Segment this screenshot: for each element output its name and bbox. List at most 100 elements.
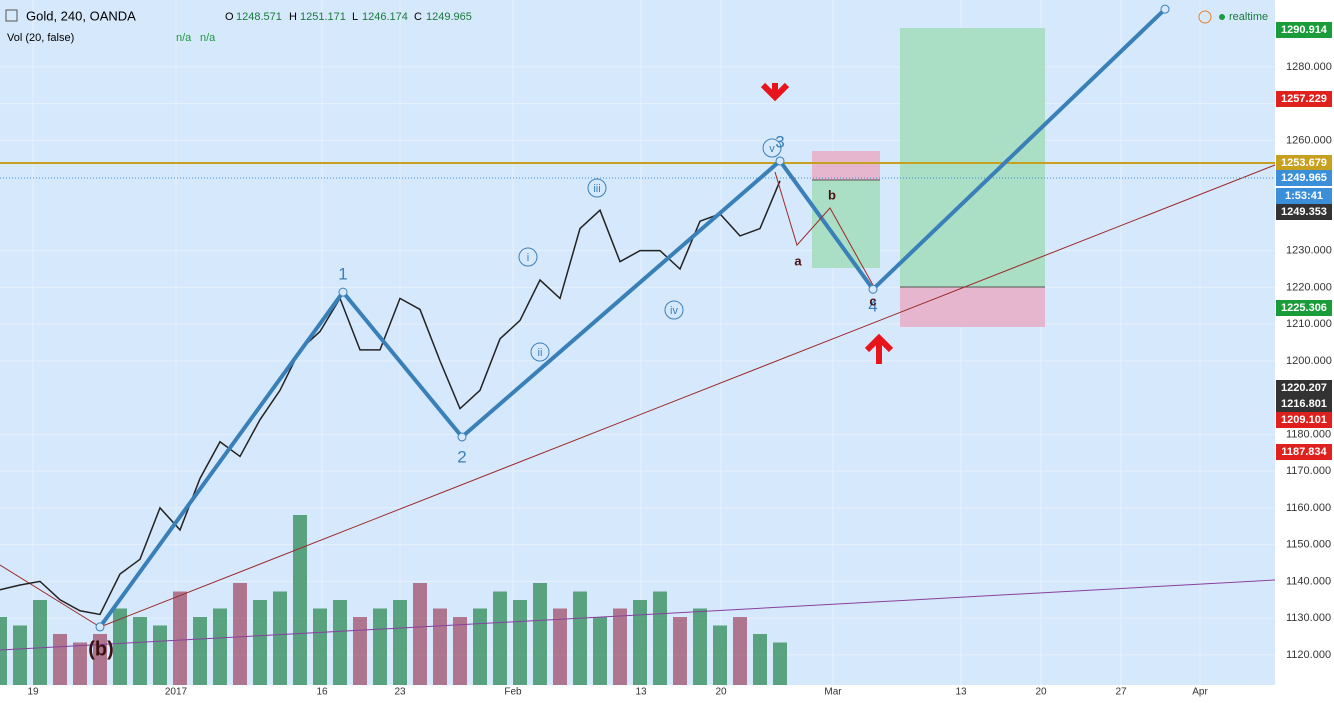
volume-bar xyxy=(293,515,307,685)
minor-wave-circle xyxy=(762,138,782,158)
price-badge-label: 1253.679 xyxy=(1281,157,1327,169)
volume-bar xyxy=(573,591,587,685)
volume-bar xyxy=(53,634,67,685)
wave-label: 3 xyxy=(775,132,784,151)
volume-bar xyxy=(553,608,567,685)
volume-bar xyxy=(493,591,507,685)
volume-bar xyxy=(473,608,487,685)
subwaves xyxy=(774,171,874,286)
volume-bar xyxy=(273,591,287,685)
time-axis xyxy=(0,685,1275,698)
vol-value: n/a xyxy=(176,32,192,44)
price-badge xyxy=(1276,155,1332,171)
volume-bar xyxy=(673,617,687,685)
price-badge-label: 1257.229 xyxy=(1281,93,1327,105)
minor-wave-circle xyxy=(518,247,538,267)
volume-bar xyxy=(333,600,347,685)
price-badge xyxy=(1276,188,1332,204)
volume-bar xyxy=(413,583,427,685)
volume-bar xyxy=(193,617,207,685)
subwave-label: c xyxy=(869,293,876,308)
volume-bar xyxy=(233,583,247,685)
minor-wave-label: iii xyxy=(593,183,600,195)
minor-wave-label: iv xyxy=(670,305,678,317)
volume-bar xyxy=(453,617,467,685)
y-tick-label: 1260.000 xyxy=(1286,134,1332,146)
y-tick-label: 1200.000 xyxy=(1286,355,1332,367)
price-badge-label: 1290.914 xyxy=(1281,24,1328,36)
y-tick-label: 1280.000 xyxy=(1286,61,1332,73)
volume-bar xyxy=(633,600,647,685)
price-badge-label: 1209.101 xyxy=(1281,414,1327,426)
wave-node xyxy=(1160,4,1170,14)
wave-node xyxy=(775,156,785,166)
x-tick-label: 2017 xyxy=(165,687,188,698)
trend-line xyxy=(0,579,1276,651)
volume-bar xyxy=(373,608,387,685)
o-label: O xyxy=(225,11,234,23)
price-badge-label: 1249.353 xyxy=(1281,206,1327,218)
volume-bar xyxy=(773,642,787,685)
wave-node xyxy=(868,284,878,294)
long-target-zone xyxy=(900,28,1045,287)
long-stop-zone xyxy=(900,287,1045,327)
minor-wave-circle xyxy=(530,342,550,362)
alert-icon[interactable] xyxy=(1198,10,1212,24)
volume-bar xyxy=(753,634,767,685)
volume-bar xyxy=(693,608,707,685)
symbol: Gold, 240, OANDA xyxy=(26,8,136,23)
short-stop-zone xyxy=(812,151,880,180)
y-tick-label: 1210.000 xyxy=(1286,318,1332,330)
price-badge xyxy=(1276,91,1332,107)
volume-bar xyxy=(93,634,107,685)
collapse-button[interactable] xyxy=(5,9,18,22)
up-arrow xyxy=(864,333,894,364)
volume-bar xyxy=(613,608,627,685)
price-badge-label: 1225.306 xyxy=(1281,302,1327,314)
price-badge xyxy=(1276,22,1332,38)
subwave-label: a xyxy=(794,253,802,268)
legend: Gold, 240, OANDA O 1248.571 H 1251.171 L… xyxy=(5,8,1268,44)
volume-bar xyxy=(713,625,727,685)
wave-node xyxy=(457,432,467,442)
volume-label: Vol (20, false) xyxy=(7,32,74,44)
y-tick-label: 1180.000 xyxy=(1286,428,1331,440)
y-tick-label: 1120.000 xyxy=(1286,649,1331,661)
x-tick-label: 20 xyxy=(1035,687,1047,698)
x-tick-label: 13 xyxy=(635,687,647,698)
close: 1249.965 xyxy=(426,11,472,23)
y-tick-label: 1150.000 xyxy=(1286,539,1331,551)
price-badge-label: 1187.834 xyxy=(1281,446,1327,458)
minor-wave-circle xyxy=(587,178,607,198)
price-badge-label: 1220.207 xyxy=(1281,382,1327,394)
price-badge-label: 1249.965 xyxy=(1281,172,1327,184)
h-label: H xyxy=(289,11,297,23)
price-badge-label: 1216.801 xyxy=(1281,398,1327,410)
volume-bar xyxy=(533,583,547,685)
minor-wave-label: i xyxy=(527,252,529,264)
x-tick-label: Mar xyxy=(824,687,842,698)
volume-bar xyxy=(733,617,747,685)
trend-line xyxy=(99,164,1276,628)
price-axis xyxy=(1275,0,1334,698)
subwave-label: b xyxy=(828,187,836,202)
price-badge xyxy=(1276,300,1332,316)
x-tick-label: 20 xyxy=(715,687,727,698)
volume-bar xyxy=(113,608,127,685)
y-tick-label: 1130.000 xyxy=(1286,612,1331,624)
volume-bar xyxy=(393,600,407,685)
c-label: C xyxy=(414,11,422,23)
x-tick-label: 27 xyxy=(1115,687,1127,698)
price-badge xyxy=(1276,170,1332,186)
volume-bar xyxy=(433,608,447,685)
x-tick-label: 19 xyxy=(27,687,39,698)
volume-bar xyxy=(353,617,367,685)
y-tick-label: 1230.000 xyxy=(1286,245,1332,257)
minor-wave-label: v xyxy=(769,143,775,155)
volume-bar xyxy=(13,625,27,685)
x-tick-label: 16 xyxy=(316,687,328,698)
waves xyxy=(98,7,1167,629)
wave-label: 1 xyxy=(338,264,347,283)
volume-bar xyxy=(133,617,147,685)
